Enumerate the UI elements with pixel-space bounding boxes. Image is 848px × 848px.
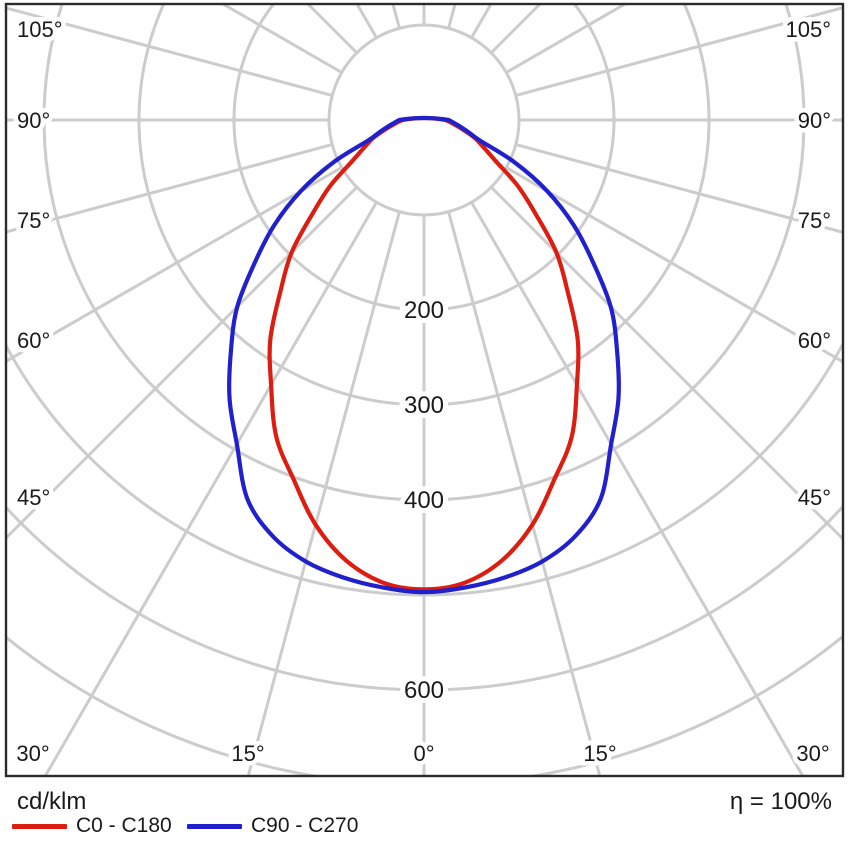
angle-label-left: 60°: [17, 328, 50, 353]
grid-spoke: [7, 143, 333, 234]
grid-spoke: [515, 6, 842, 97]
angle-label-right: 105°: [785, 17, 831, 42]
radial-tick-label: 200: [404, 297, 444, 324]
grid-spoke: [7, 186, 358, 540]
grid-spoke: [7, 6, 333, 97]
angle-label-bottom: 0°: [413, 741, 434, 766]
grid-spoke: [7, 166, 343, 363]
angle-label-left: 105°: [17, 17, 63, 42]
angle-label-left: 90°: [17, 108, 50, 133]
angle-label-bottom: 15°: [231, 741, 264, 766]
angle-labels: 105° 90° 75° 60° 45° 105° 90° 75° 60° 45° 30° 15° 0°…: [12, 13, 836, 771]
angle-label-bottom: 30°: [16, 741, 49, 766]
grid-spoke: [515, 143, 842, 234]
grid-spoke: [447, 211, 602, 775]
grid-spoke: [505, 166, 842, 364]
angle-label-right: 45°: [798, 485, 831, 510]
legend-item-c90-c270: C90 - C270: [187, 814, 358, 838]
angle-label-bottom: 30°: [796, 741, 829, 766]
legend-label-c90-c270: C90 - C270: [251, 814, 359, 837]
c90-c270-line-swatch: [187, 823, 242, 829]
grid-spoke: [490, 186, 842, 541]
angle-label-right: 75°: [798, 208, 831, 233]
c0-c180-line-swatch: [12, 823, 67, 829]
grid-spoke: [246, 211, 401, 775]
grid-spoke: [44, 201, 378, 775]
angle-label-right: 60°: [798, 328, 831, 353]
efficiency-label: η = 100%: [729, 788, 832, 815]
radial-tick-label: 300: [404, 392, 444, 419]
units-label: cd/klm: [17, 788, 87, 815]
legend-item-c0-c180: C0 - C180: [12, 814, 172, 838]
angle-label-right: 90°: [798, 108, 831, 133]
legend-label-c0-c180: C0 - C180: [76, 814, 172, 837]
plot-border: [4, 2, 845, 778]
radial-tick-labels: 200 300 400 600: [399, 292, 449, 709]
grid-spoke: [470, 201, 804, 775]
radial-tick-label: 400: [404, 487, 444, 514]
c0-c180-curve: [267, 115, 581, 592]
angle-label-left: 45°: [17, 485, 50, 510]
angle-label-left: 75°: [17, 208, 50, 233]
angle-label-bottom: 15°: [583, 741, 616, 766]
c90-c270-curve: [227, 115, 621, 595]
radial-tick-label: 600: [404, 677, 444, 704]
